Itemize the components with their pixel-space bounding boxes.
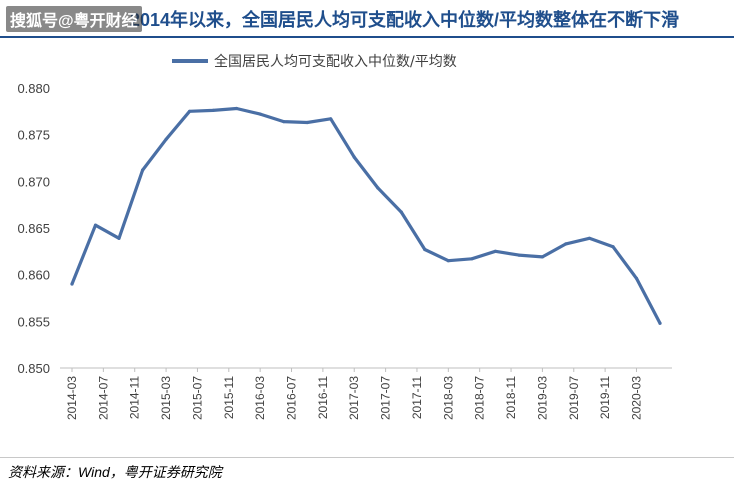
x-tick-label: 2018-07 — [473, 376, 487, 420]
x-tick-label: 2016-07 — [285, 376, 299, 420]
x-tick-label: 2015-07 — [190, 376, 204, 420]
data-point — [352, 155, 356, 159]
x-tick-label: 2017-11 — [410, 376, 424, 419]
source-note: 资料来源：Wind，粤开证券研究院 — [8, 464, 222, 480]
x-tick-label: 2015-03 — [159, 376, 173, 420]
x-tick-label: 2014-03 — [65, 376, 79, 420]
data-point — [611, 245, 615, 249]
x-tick-label: 2017-07 — [379, 376, 393, 420]
y-tick-label: 0.855 — [17, 314, 50, 329]
x-axis: 2014-03 2014-07 2014-11 2015-03 2015-07 2015-… — [60, 367, 672, 420]
data-point — [423, 247, 427, 252]
data-point — [517, 253, 521, 257]
data-point — [564, 242, 568, 246]
x-tick-label: 2019-07 — [567, 376, 581, 420]
x-tick-label: 2019-11 — [598, 376, 612, 419]
data-point — [188, 109, 192, 113]
data-point — [211, 108, 215, 112]
data-point — [658, 321, 662, 325]
title-divider — [0, 36, 734, 38]
data-point — [329, 117, 333, 121]
data-point — [70, 282, 74, 286]
series-group — [70, 106, 662, 325]
y-tick-label: 0.850 — [17, 361, 50, 376]
data-point — [117, 236, 121, 240]
x-tick-label: 2016-11 — [316, 376, 330, 419]
data-point — [235, 106, 239, 111]
x-tick-label: 2014-07 — [96, 376, 110, 420]
data-point — [587, 236, 592, 240]
series-line — [70, 106, 662, 325]
data-point — [305, 120, 309, 125]
x-tick-label: 2018-11 — [504, 376, 518, 419]
x-tick-label: 2018-03 — [441, 376, 455, 420]
x-tick-label: 2014-11 — [128, 376, 142, 419]
x-tick-label: 2019-03 — [535, 376, 549, 420]
x-tick-label: 2017-03 — [347, 376, 361, 420]
data-point — [258, 112, 262, 116]
chart-legend: 全国居民人均可支配收入中位数/平均数 — [172, 53, 457, 70]
data-point — [634, 276, 639, 280]
y-tick-label: 0.880 — [17, 81, 50, 96]
data-point — [493, 249, 497, 253]
y-tick-label: 0.860 — [17, 268, 50, 283]
x-tick-label: 2015-11 — [222, 376, 236, 419]
chart-title: 2014年以来，全国居民人均可支配收入中位数/平均数整体在不断下滑 — [130, 10, 680, 30]
y-tick-label: 0.865 — [17, 221, 50, 236]
x-tick-label: 2016-03 — [253, 376, 267, 420]
data-point — [376, 186, 380, 190]
y-axis: 0.850 0.855 0.860 0.865 0.870 0.875 0.880 — [17, 81, 50, 376]
data-point — [93, 223, 98, 227]
footer-divider — [0, 457, 734, 458]
header: 2014年以来，全国居民人均可支配收入中位数/平均数整体在不断下滑 搜狐号@粤开… — [0, 0, 734, 38]
data-point — [470, 257, 474, 261]
line-chart: 全国居民人均可支配收入中位数/平均数 0.8500.8550.8600.8650… — [17, 53, 672, 420]
data-point — [282, 120, 286, 124]
data-point — [141, 168, 145, 172]
legend-label: 全国居民人均可支配收入中位数/平均数 — [214, 53, 457, 70]
x-tick-label: 2020-03 — [629, 376, 643, 420]
data-point — [540, 255, 545, 259]
data-point — [164, 137, 168, 141]
watermark-logo: 搜狐号@粤开财经 — [6, 6, 142, 32]
y-tick-label: 0.875 — [17, 128, 50, 143]
data-point — [399, 210, 403, 214]
y-tick-label: 0.870 — [17, 174, 50, 189]
data-point — [446, 259, 450, 263]
